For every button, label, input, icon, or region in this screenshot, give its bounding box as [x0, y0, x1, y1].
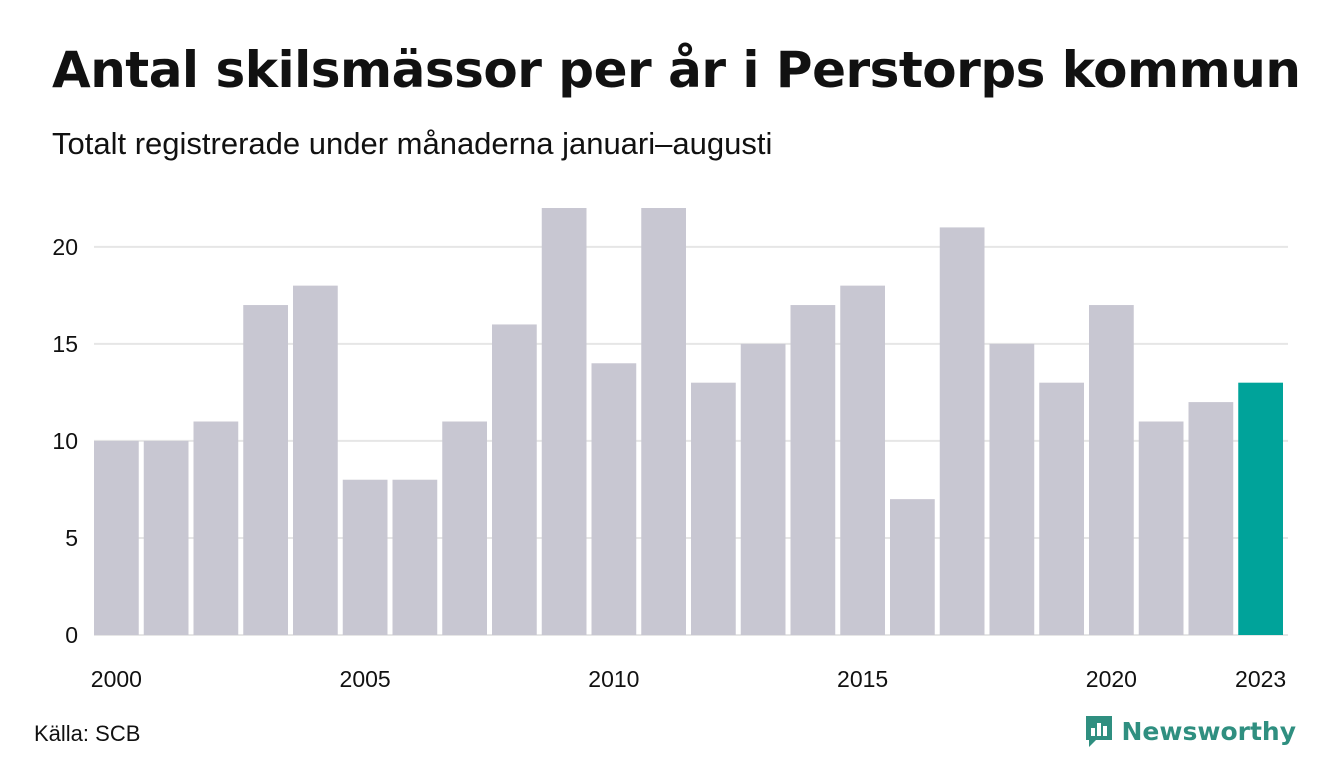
brand-name: Newsworthy — [1121, 716, 1297, 746]
y-tick-label: 15 — [52, 331, 78, 357]
bar-2022 — [1188, 402, 1234, 635]
y-tick-label: 5 — [65, 525, 78, 551]
bar-2023 — [1238, 382, 1283, 635]
x-tick-label: 2000 — [91, 666, 142, 692]
x-tick-label: 2010 — [588, 666, 639, 692]
bar-2013 — [740, 343, 786, 635]
bar-2006 — [392, 479, 438, 635]
newsworthy-logo-icon — [1085, 716, 1112, 747]
bar-2016 — [890, 499, 935, 635]
y-tick-label: 10 — [52, 428, 78, 454]
bar-chart: 0 5 10 15 20 2000 2005 2010 2015 2020 2023 — [52, 208, 1288, 692]
bar-2010 — [591, 363, 637, 635]
bar-2007 — [442, 421, 487, 635]
bar-2021 — [1138, 421, 1184, 635]
bar-2002 — [193, 421, 239, 635]
y-tick-label: 0 — [65, 622, 78, 648]
chart-title: Antal skilsmässor per år i Perstorps kom… — [52, 41, 1301, 99]
source-note: Källa: SCB — [34, 721, 141, 746]
bar-2020 — [1089, 305, 1134, 635]
bar-2018 — [989, 343, 1035, 635]
bar-2000 — [94, 440, 139, 635]
bar-2015 — [840, 285, 885, 635]
bar-2012 — [691, 382, 736, 635]
bar-2019 — [1039, 382, 1084, 635]
bar-2001 — [143, 440, 189, 635]
bar-2009 — [541, 208, 587, 635]
brand-logo: Newsworthy — [1084, 714, 1297, 748]
chart-subtitle: Totalt registrerade under månaderna janu… — [52, 126, 773, 161]
bar-2014 — [790, 305, 836, 635]
bar-2004 — [293, 285, 338, 635]
bar-2008 — [492, 324, 537, 635]
bar-2011 — [641, 208, 686, 635]
bar-2005 — [342, 479, 388, 635]
bar-2003 — [243, 305, 288, 635]
bar-2017 — [939, 227, 985, 635]
x-tick-label: 2005 — [340, 666, 391, 692]
x-tick-label: 2023 — [1235, 666, 1286, 692]
x-tick-label: 2015 — [837, 666, 888, 692]
y-tick-label: 20 — [52, 234, 78, 260]
x-tick-label: 2020 — [1086, 666, 1137, 692]
